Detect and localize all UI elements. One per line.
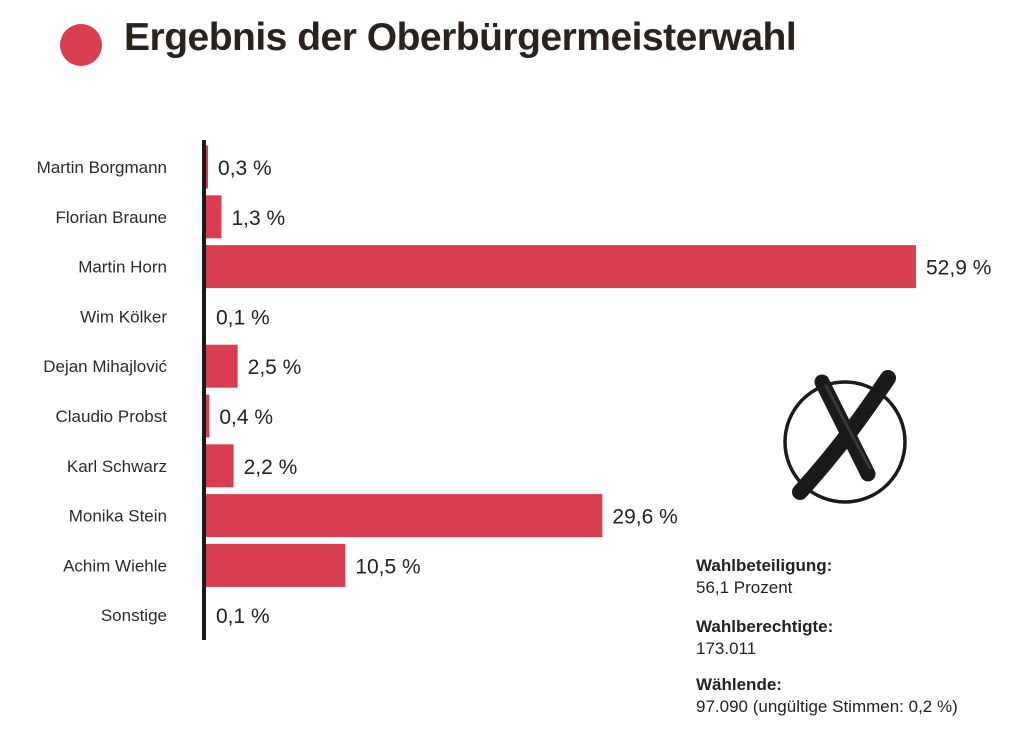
category-label: Wim Kölker [80, 307, 167, 326]
title-dot-icon [60, 24, 102, 66]
value-label: 0,1 % [216, 605, 270, 628]
value-label: 0,3 % [218, 157, 272, 180]
page-title: Ergebnis der Oberbürgermeisterwahl [124, 16, 797, 59]
voters-label: Wählende: [696, 675, 782, 694]
bar [204, 494, 603, 538]
category-label: Sonstige [101, 606, 167, 625]
value-label: 2,5 % [248, 356, 302, 379]
value-label: 2,2 % [244, 456, 298, 479]
bar [204, 145, 209, 189]
category-label: Dejan Mihajlović [43, 357, 167, 376]
turnout-block: Wahlbeteiligung: 56,1 Prozent [696, 555, 832, 599]
bar [204, 444, 234, 488]
value-label: 0,4 % [219, 406, 273, 429]
ballot-cross-icon [783, 370, 907, 504]
value-label: 0,1 % [216, 306, 270, 329]
bar [204, 543, 346, 587]
value-label: 1,3 % [231, 207, 285, 230]
category-label: Martin Borgmann [37, 158, 167, 177]
turnout-label: Wahlbeteiligung: [696, 556, 833, 575]
bar [204, 344, 238, 388]
bar [204, 195, 222, 239]
value-label: 29,6 % [612, 506, 677, 529]
category-label: Martin Horn [78, 258, 167, 277]
voters-value: 97.090 (ungültige Stimmen: 0,2 %) [696, 697, 958, 716]
eligible-block: Wahlberechtigte: 173.011 [696, 616, 833, 660]
turnout-value: 56,1 Prozent [696, 578, 793, 597]
category-label: Florian Braune [55, 208, 167, 227]
bar [204, 394, 210, 438]
voters-block: Wählende: 97.090 (ungültige Stimmen: 0,2… [696, 674, 958, 718]
category-label: Achim Wiehle [63, 556, 167, 575]
eligible-value: 173.011 [696, 639, 757, 658]
eligible-label: Wahlberechtigte: [696, 617, 834, 636]
category-label: Claudio Probst [55, 407, 167, 426]
value-label: 52,9 % [926, 257, 991, 280]
category-label: Karl Schwarz [67, 457, 167, 476]
value-label: 10,5 % [355, 555, 420, 578]
bar [204, 245, 916, 289]
category-label: Monika Stein [69, 507, 167, 526]
